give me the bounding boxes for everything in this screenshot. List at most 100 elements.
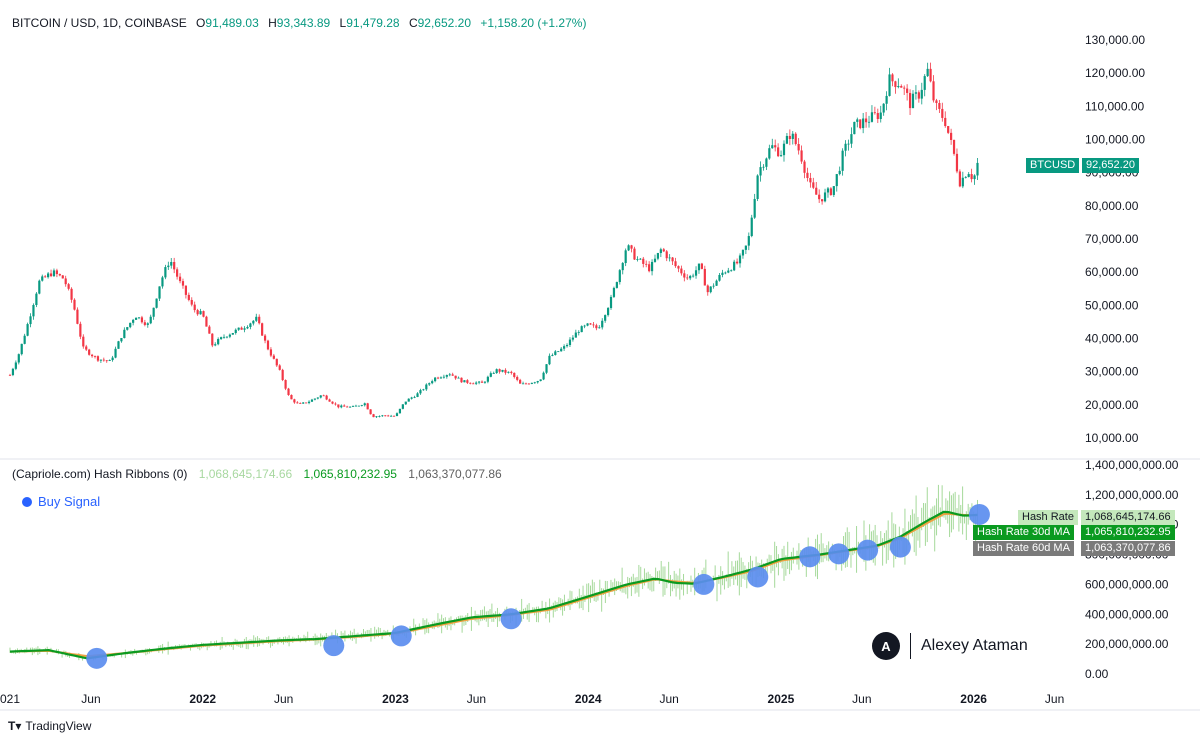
price-candle-body <box>445 375 448 377</box>
price-candle-body <box>219 337 223 340</box>
price-candle-body <box>735 261 739 264</box>
price-candle-body <box>636 259 639 260</box>
price-candle-body <box>589 323 592 325</box>
price-candle-body <box>357 405 360 407</box>
price-candle-body <box>184 285 188 295</box>
price-candle-body <box>149 316 152 324</box>
price-candle-body <box>917 92 920 99</box>
time-axis-tick: Jun <box>659 692 678 706</box>
price-candle-body <box>964 177 967 178</box>
price-candle-body <box>143 322 146 325</box>
price-candle-body <box>495 369 498 374</box>
time-axis-tick: 2026 <box>960 692 987 706</box>
price-candle-body <box>677 266 680 269</box>
price-candle-body <box>574 332 577 338</box>
price-candle-body <box>604 315 607 321</box>
price-candle-body <box>96 356 100 361</box>
price-candle-body <box>263 335 267 341</box>
price-candle-body <box>407 398 410 402</box>
time-axis-tick: Jun <box>274 692 293 706</box>
price-candle-body <box>73 299 76 310</box>
price-candle-body <box>826 188 830 193</box>
price-candle-body <box>381 415 384 417</box>
price-candle-body <box>120 338 123 342</box>
price-candle-body <box>809 177 812 183</box>
price-candle-body <box>249 323 252 327</box>
price-candle-body <box>671 257 674 262</box>
price-candle-body <box>354 405 358 407</box>
author-name: Alexey Ataman <box>921 637 1028 654</box>
price-candle-body <box>598 327 601 329</box>
price-candle-body <box>8 374 12 376</box>
price-candle-body <box>862 118 865 129</box>
price-candle-body <box>44 276 47 278</box>
price-candle-body <box>258 316 261 324</box>
price-candle-body <box>99 359 102 361</box>
tradingview-logo[interactable]: T▾ TradingView <box>8 719 92 733</box>
price-candle-body <box>117 341 120 349</box>
price-candle-body <box>366 403 369 410</box>
price-candle-body <box>439 377 443 379</box>
price-candle-body <box>516 376 519 380</box>
price-candle-body <box>697 263 701 271</box>
price-candle-body <box>829 188 833 195</box>
price-candle-body <box>606 308 610 316</box>
price-candle-body <box>530 382 533 384</box>
price-candle-body <box>67 284 70 289</box>
price-candle-body <box>771 145 774 149</box>
price-candle-body <box>970 174 973 180</box>
symbol-label[interactable]: BITCOIN / USD, 1D, COINBASE <box>12 16 187 30</box>
price-candle-body <box>26 324 29 336</box>
price-candle-body <box>55 270 59 275</box>
price-candle-body <box>703 268 706 286</box>
price-candle-body <box>821 199 824 202</box>
price-candle-body <box>914 92 918 94</box>
price-candle-body <box>782 143 786 156</box>
price-candle-body <box>322 395 325 397</box>
price-candle-body <box>510 371 513 373</box>
price-candle-body <box>785 135 789 144</box>
price-candle-body <box>853 121 856 135</box>
price-candle-body <box>738 255 742 264</box>
price-pane <box>8 62 979 419</box>
price-candle-body <box>369 409 372 415</box>
price-candle-body <box>111 357 114 361</box>
price-candle-body <box>52 270 56 277</box>
price-candle-body <box>351 406 355 407</box>
price-candle-body <box>624 250 627 264</box>
price-candle-body <box>864 118 868 123</box>
price-candle-body <box>601 320 604 328</box>
price-candle-body <box>835 174 838 187</box>
price-candle-body <box>287 388 290 395</box>
price-candle-body <box>319 395 322 398</box>
price-candle-body <box>750 217 753 237</box>
hash-ribbons-pane <box>9 484 990 669</box>
buy-signal-marker <box>799 546 821 568</box>
price-candle-body <box>225 336 229 338</box>
price-candle-body <box>401 404 404 409</box>
price-candle-body <box>929 68 932 82</box>
price-candle-body <box>633 248 636 260</box>
price-candle-body <box>32 305 35 317</box>
price-candle-body <box>284 380 287 389</box>
hash-rate-60d-ma-line <box>9 512 978 658</box>
price-candle-body <box>777 147 780 157</box>
price-axis-tick: 70,000.00 <box>1085 232 1139 246</box>
price-candle-body <box>313 398 317 400</box>
price-candle-body <box>935 100 938 104</box>
price-candle-body <box>906 88 909 93</box>
price-candle-body <box>463 380 466 383</box>
price-candle-body <box>126 327 129 330</box>
time-axis-tick: 2022 <box>189 692 216 706</box>
price-candle-body <box>897 86 900 88</box>
open-value: 91,489.03 <box>205 16 259 30</box>
price-candle-body <box>967 174 970 178</box>
price-candle-body <box>211 333 214 346</box>
price-candle-body <box>659 249 662 254</box>
price-candle-body <box>583 325 586 327</box>
indicator-name[interactable]: (Capriole.com) Hash Ribbons (0) <box>12 467 188 481</box>
price-candle-body <box>765 158 768 167</box>
buy-signal-marker <box>857 539 879 561</box>
ma60-tag: Hash Rate 60d MA <box>973 541 1074 556</box>
